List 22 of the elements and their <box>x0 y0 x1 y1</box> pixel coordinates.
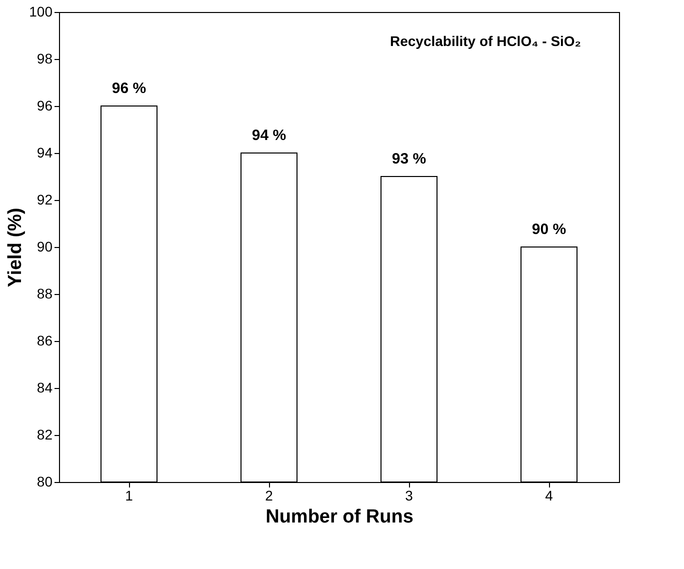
data-label: 90 % <box>532 221 566 238</box>
y-tick-label: 84 <box>36 380 53 396</box>
y-tick-label: 94 <box>36 144 53 160</box>
y-tick-label: 90 <box>36 238 53 254</box>
y-tick-label: 92 <box>36 192 53 208</box>
y-tick-label: 80 <box>36 474 53 490</box>
annotation: Recyclability of HClO₄ - SiO₂ <box>390 33 582 49</box>
x-tick-label: 2 <box>265 488 274 504</box>
y-tick-label: 100 <box>29 4 53 20</box>
y-tick-label: 98 <box>36 50 53 66</box>
y-tick-label: 86 <box>36 332 53 348</box>
data-label: 93 % <box>392 150 426 168</box>
y-tick-label: 82 <box>36 426 53 442</box>
y-axis-title: Yield (%) <box>5 208 26 288</box>
y-tick-label: 88 <box>36 286 53 302</box>
data-label: 94 % <box>252 127 286 144</box>
x-tick-label: 4 <box>545 488 554 504</box>
x-tick-label: 3 <box>405 488 414 504</box>
x-axis-title: Number of Runs <box>266 506 414 528</box>
y-tick-label: 96 <box>36 98 53 114</box>
data-label: 96 % <box>112 80 146 97</box>
x-tick-label: 1 <box>125 488 134 504</box>
